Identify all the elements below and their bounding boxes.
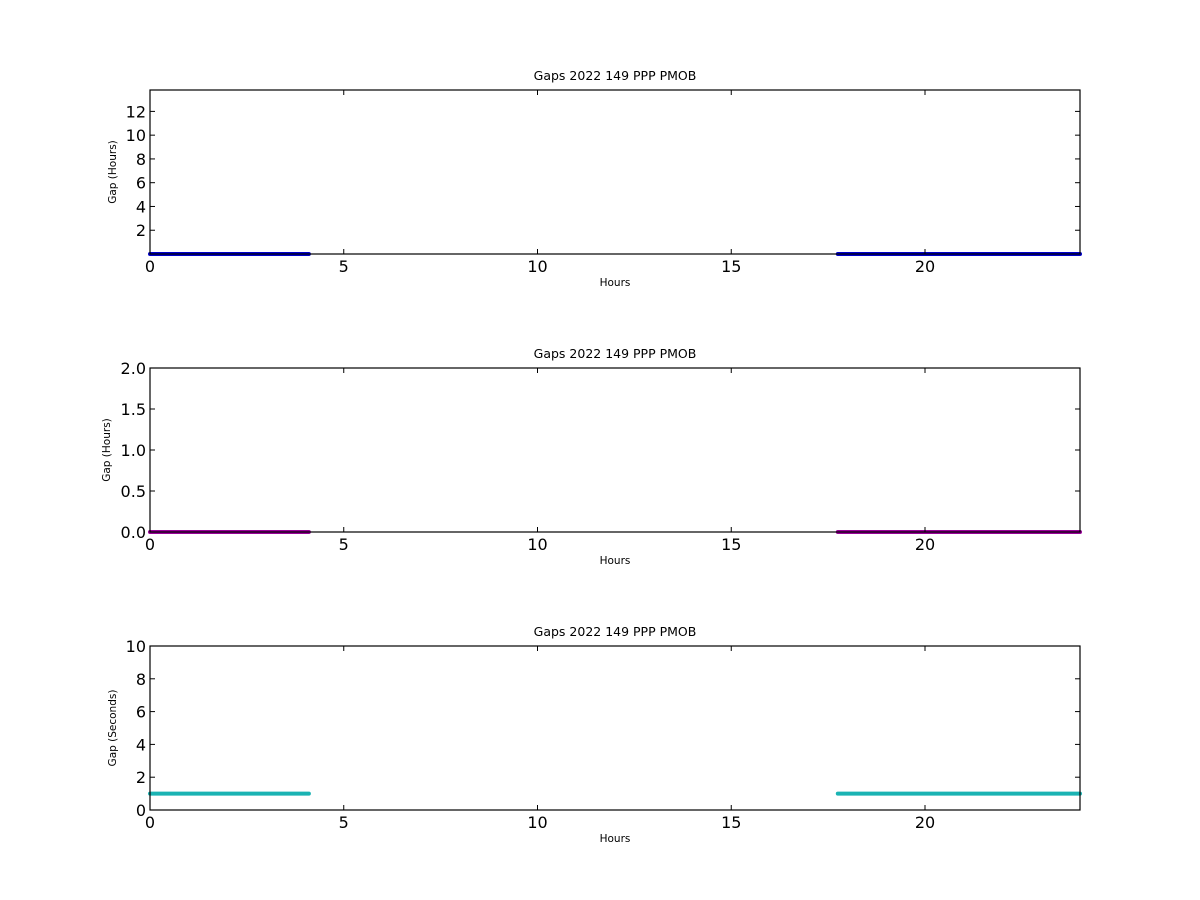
y-axis-label: Gap (Seconds): [107, 690, 119, 767]
y-tick-label: 4: [136, 735, 146, 754]
x-tick-label: 10: [527, 535, 547, 554]
x-axis-label: Hours: [600, 277, 631, 289]
x-tick-label: 15: [721, 535, 741, 554]
x-tick-label: 20: [915, 257, 935, 276]
x-tick-label: 15: [721, 813, 741, 832]
y-tick-label: 2: [136, 768, 146, 787]
chart-panel-1: Gaps 2022 149 PPP PMOB Hours Gap (Hours)…: [107, 68, 1082, 289]
chart-title: Gaps 2022 149 PPP PMOB: [534, 68, 697, 83]
y-tick-label: 2.0: [121, 359, 146, 378]
x-tick-label: 5: [339, 813, 349, 832]
chart-panel-2: Gaps 2022 149 PPP PMOB Hours Gap (Hours)…: [101, 346, 1082, 567]
y-axis-label: Gap (Hours): [107, 140, 119, 204]
plot-frame: [149, 367, 1081, 533]
y-tick-label: 0.0: [121, 523, 146, 542]
y-tick-label: 0.5: [121, 482, 146, 501]
y-tick-label: 0: [136, 801, 146, 820]
y-tick-label: 1.5: [121, 400, 146, 419]
x-tick-label: 10: [527, 813, 547, 832]
plot-frame: [149, 89, 1081, 255]
y-tick-label: 8: [136, 670, 146, 689]
y-tick-label: 12: [126, 102, 146, 121]
x-tick-label: 0: [145, 257, 155, 276]
chart-panel-3: Gaps 2022 149 PPP PMOB Hours Gap (Second…: [107, 624, 1082, 845]
y-tick-label: 10: [126, 126, 146, 145]
x-tick-label: 20: [915, 813, 935, 832]
y-tick-label: 4: [136, 197, 146, 216]
x-tick-label: 5: [339, 257, 349, 276]
x-tick-label: 20: [915, 535, 935, 554]
x-tick-label: 0: [145, 813, 155, 832]
plot-frame: [149, 645, 1081, 811]
y-tick-label: 6: [136, 174, 146, 193]
x-tick-label: 15: [721, 257, 741, 276]
y-tick-label: 6: [136, 703, 146, 722]
x-tick-label: 5: [339, 535, 349, 554]
y-axis-label: Gap (Hours): [101, 418, 113, 482]
chart-title: Gaps 2022 149 PPP PMOB: [534, 624, 697, 639]
chart-title: Gaps 2022 149 PPP PMOB: [534, 346, 697, 361]
x-tick-label: 0: [145, 535, 155, 554]
x-axis-label: Hours: [600, 555, 631, 567]
x-axis-label: Hours: [600, 833, 631, 845]
y-tick-label: 2: [136, 221, 146, 240]
y-tick-label: 10: [126, 637, 146, 656]
y-tick-label: 1.0: [121, 441, 146, 460]
x-tick-label: 10: [527, 257, 547, 276]
y-tick-label: 8: [136, 150, 146, 169]
